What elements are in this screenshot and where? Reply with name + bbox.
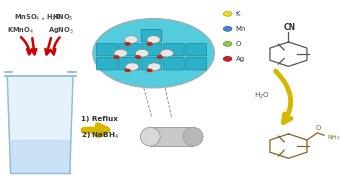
Text: MnSO$_4$ , H$_2$O: MnSO$_4$ , H$_2$O [14, 12, 62, 23]
FancyBboxPatch shape [96, 43, 117, 56]
Circle shape [223, 56, 232, 61]
Text: Ag: Ag [236, 56, 245, 62]
Circle shape [126, 63, 139, 70]
Text: AgNO$_3$: AgNO$_3$ [48, 26, 74, 36]
Text: 1) Reflux: 1) Reflux [81, 116, 118, 122]
FancyArrowPatch shape [276, 71, 291, 122]
FancyArrowPatch shape [21, 37, 32, 54]
FancyBboxPatch shape [141, 29, 162, 42]
Circle shape [223, 41, 232, 46]
FancyBboxPatch shape [150, 127, 193, 146]
Circle shape [223, 26, 232, 31]
Circle shape [147, 36, 160, 43]
FancyBboxPatch shape [163, 57, 184, 70]
FancyArrowPatch shape [50, 37, 60, 54]
Text: O: O [236, 41, 241, 47]
Circle shape [93, 19, 214, 88]
Text: O: O [316, 125, 321, 131]
FancyBboxPatch shape [141, 57, 162, 70]
Circle shape [135, 50, 149, 57]
Circle shape [125, 36, 138, 43]
FancyArrowPatch shape [31, 38, 36, 54]
FancyBboxPatch shape [186, 43, 207, 56]
FancyBboxPatch shape [96, 57, 117, 70]
FancyBboxPatch shape [163, 43, 184, 56]
Text: NH$_2$: NH$_2$ [327, 133, 341, 142]
Circle shape [125, 69, 130, 72]
Text: Mn: Mn [236, 26, 246, 32]
Circle shape [147, 42, 152, 45]
Polygon shape [11, 139, 70, 173]
FancyBboxPatch shape [141, 43, 162, 56]
Text: CN: CN [284, 23, 296, 32]
Ellipse shape [183, 127, 203, 146]
Text: H$_2$O: H$_2$O [254, 91, 270, 101]
FancyBboxPatch shape [119, 57, 140, 70]
Polygon shape [7, 76, 73, 173]
Text: KMnO$_4$: KMnO$_4$ [7, 26, 34, 36]
Circle shape [125, 42, 130, 45]
Text: 2) NaBH$_4$: 2) NaBH$_4$ [81, 131, 120, 141]
Text: HNO$_3$: HNO$_3$ [52, 12, 73, 23]
Circle shape [147, 69, 152, 72]
Circle shape [114, 56, 119, 58]
Circle shape [135, 56, 141, 58]
Circle shape [148, 63, 161, 70]
Text: K: K [236, 11, 240, 17]
FancyArrowPatch shape [84, 126, 107, 135]
Ellipse shape [141, 127, 160, 146]
Circle shape [160, 50, 173, 57]
Circle shape [157, 56, 162, 58]
FancyBboxPatch shape [119, 43, 140, 56]
FancyBboxPatch shape [186, 57, 207, 70]
Circle shape [114, 50, 127, 57]
Circle shape [223, 11, 232, 16]
FancyArrowPatch shape [45, 38, 51, 54]
